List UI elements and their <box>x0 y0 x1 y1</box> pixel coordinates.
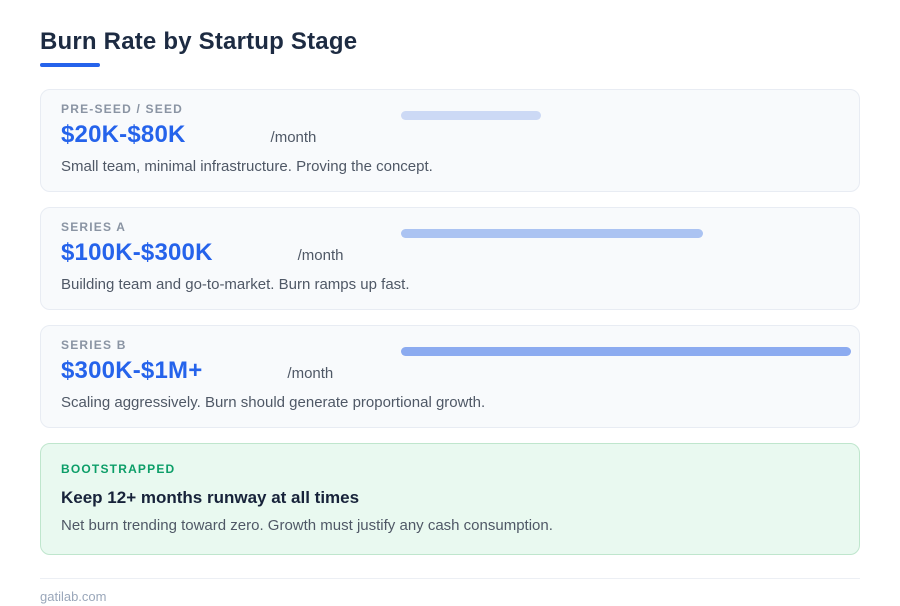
title-underline <box>40 63 100 67</box>
highlight-description: Net burn trending toward zero. Growth mu… <box>61 517 553 534</box>
stage-description: Building team and go-to-market. Burn ram… <box>61 276 410 293</box>
stage-label: PRE-SEED / SEED <box>61 102 184 116</box>
burn-bar-track <box>401 111 851 120</box>
burn-unit: /month <box>270 129 317 146</box>
burn-amount: $100K-$300K <box>61 239 213 266</box>
amount-row: $20K-$80K /month <box>61 121 839 152</box>
burn-bar-track <box>401 347 851 356</box>
stage-card-series-a: SERIES A $100K-$300K /month Building tea… <box>40 207 860 310</box>
footer-watermark: gatilab.com <box>40 589 107 604</box>
highlight-label: BOOTSTRAPPED <box>61 462 176 476</box>
stage-label: SERIES B <box>61 338 127 352</box>
stage-card-series-b: SERIES B $300K-$1M+ /month Scaling aggre… <box>40 325 860 428</box>
burn-unit: /month <box>297 247 344 264</box>
stage-description: Scaling aggressively. Burn should genera… <box>61 394 486 411</box>
burn-bar-track <box>401 229 851 238</box>
amount-row: $100K-$300K /month <box>61 239 839 270</box>
burn-unit: /month <box>287 365 334 382</box>
burn-amount: $300K-$1M+ <box>61 357 203 384</box>
amount-row: $300K-$1M+ /month <box>61 357 839 388</box>
stage-card-preseed: PRE-SEED / SEED $20K-$80K /month Small t… <box>40 89 860 192</box>
burn-bar <box>401 229 703 238</box>
highlight-card-bootstrapped: BOOTSTRAPPED Keep 12+ months runway at a… <box>40 443 860 555</box>
footer: gatilab.com <box>40 578 860 606</box>
stage-description: Small team, minimal infrastructure. Prov… <box>61 158 433 175</box>
burn-bar <box>401 111 541 120</box>
page-title: Burn Rate by Startup Stage <box>40 28 358 55</box>
stage-label: SERIES A <box>61 220 127 234</box>
highlight-title: Keep 12+ months runway at all times <box>61 488 360 507</box>
burn-amount: $20K-$80K <box>61 121 186 148</box>
burn-bar <box>401 347 851 356</box>
